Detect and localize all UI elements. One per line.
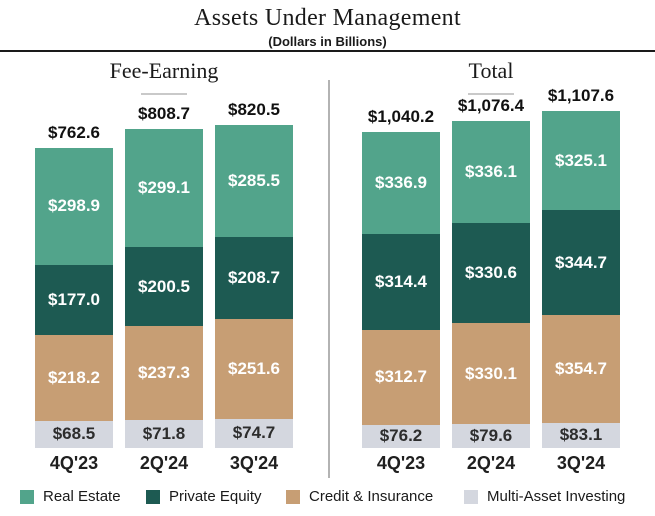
segment-value-label: $71.8 <box>142 423 186 443</box>
legend-swatch-icon <box>464 489 478 504</box>
legend-label: Private Equity <box>169 488 262 505</box>
segment-value-label: $298.9 <box>48 196 100 216</box>
category-label: 3Q'24 <box>556 453 606 473</box>
group-title-underline-1 <box>468 93 514 95</box>
segment-value-label: $218.2 <box>48 368 100 388</box>
stacked-bar-fee-earning-2Q24: $299.1 $200.5 $237.3 $71.8 <box>125 129 203 448</box>
group-title-1: Total <box>468 58 514 83</box>
bar-segment-credit-insurance: $330.1 <box>452 323 530 424</box>
legend-item-private-equity: Private Equity <box>146 488 262 505</box>
group-title-0: Fee-Earning <box>109 58 219 83</box>
legend-item-real-estate: Real Estate <box>20 488 121 505</box>
bar-segment-private-equity: $177.0 <box>35 265 113 336</box>
segment-value-label: $285.5 <box>228 170 280 190</box>
bar-total-label: $1,076.4 <box>457 95 525 115</box>
legend-label: Credit & Insurance <box>309 488 434 505</box>
category-label: 2Q'24 <box>466 453 516 473</box>
segment-value-label: $68.5 <box>52 424 96 444</box>
segment-value-label: $354.7 <box>555 358 607 378</box>
segment-value-label: $208.7 <box>228 268 280 288</box>
bar-segment-credit-insurance: $218.2 <box>35 335 113 421</box>
bar-segment-private-equity: $314.4 <box>362 234 440 330</box>
bar-segment-multi-asset-investing: $71.8 <box>125 419 203 448</box>
category-label: 4Q'23 <box>376 453 426 473</box>
segment-value-label: $237.3 <box>138 362 190 382</box>
category-label: 4Q'23 <box>49 453 99 473</box>
segment-value-label: $74.7 <box>232 423 276 443</box>
title-divider-rule <box>0 50 655 52</box>
bar-segment-credit-insurance: $354.7 <box>542 314 620 423</box>
stacked-bar-fee-earning-3Q24: $285.5 $208.7 $251.6 $74.7 <box>215 124 293 448</box>
legend-item-multi-asset-investing: Multi-Asset Investing <box>464 488 625 505</box>
category-label: 3Q'24 <box>229 453 279 473</box>
bar-segment-real-estate: $336.9 <box>362 131 440 235</box>
bar-segment-real-estate: $299.1 <box>125 129 203 248</box>
segment-value-label: $344.7 <box>555 252 607 272</box>
stacked-bar-total-3Q24: $325.1 $344.7 $354.7 $83.1 <box>542 111 620 448</box>
bar-segment-credit-insurance: $237.3 <box>125 326 203 420</box>
segment-value-label: $325.1 <box>555 150 607 170</box>
segment-value-label: $336.1 <box>465 161 517 181</box>
bar-segment-multi-asset-investing: $76.2 <box>362 424 440 448</box>
group-title-underline-0 <box>141 93 187 95</box>
segment-value-label: $200.5 <box>138 276 190 296</box>
legend-item-credit-insurance: Credit & Insurance <box>286 488 433 505</box>
bar-segment-multi-asset-investing: $68.5 <box>35 421 113 448</box>
stacked-bar-total-4Q23: $336.9 $314.4 $312.7 $76.2 <box>362 131 440 448</box>
stacked-bar-total-2Q24: $336.1 $330.6 $330.1 $79.6 <box>452 120 530 448</box>
bar-segment-credit-insurance: $312.7 <box>362 329 440 425</box>
bar-total-label: $762.6 <box>48 122 100 142</box>
segment-value-label: $79.6 <box>469 425 513 445</box>
legend-swatch-icon <box>20 489 34 504</box>
bar-segment-multi-asset-investing: $83.1 <box>542 422 620 448</box>
bar-segment-private-equity: $200.5 <box>125 247 203 327</box>
group-divider-line <box>328 80 330 478</box>
stacked-bar-fee-earning-4Q23: $298.9 $177.0 $218.2 $68.5 <box>35 147 113 448</box>
legend-label: Real Estate <box>43 488 121 505</box>
bar-segment-real-estate: $336.1 <box>452 120 530 223</box>
legend-label: Multi-Asset Investing <box>487 488 626 505</box>
segment-value-label: $314.4 <box>375 271 427 291</box>
bar-segment-real-estate: $298.9 <box>35 147 113 266</box>
bar-segment-credit-insurance: $251.6 <box>215 319 293 419</box>
segment-value-label: $76.2 <box>379 426 423 446</box>
bar-total-label: $808.7 <box>138 104 190 124</box>
segment-value-label: $177.0 <box>48 290 100 310</box>
chart-legend: Real Estate Private Equity Credit & Insura… <box>0 488 655 510</box>
segment-value-label: $330.1 <box>465 363 517 383</box>
category-label: 2Q'24 <box>139 453 189 473</box>
bar-segment-multi-asset-investing: $79.6 <box>452 423 530 448</box>
chart-title: Assets Under Management <box>194 5 461 31</box>
segment-value-label: $330.6 <box>465 263 517 283</box>
bar-total-label: $1,040.2 <box>367 106 435 126</box>
chart-subtitle: (Dollars in Billions) <box>268 34 387 49</box>
legend-swatch-icon <box>286 489 300 504</box>
legend-swatch-icon <box>146 489 160 504</box>
bar-segment-real-estate: $325.1 <box>542 111 620 211</box>
segment-value-label: $312.7 <box>375 367 427 387</box>
segment-value-label: $336.9 <box>375 172 427 192</box>
segment-value-label: $83.1 <box>559 425 603 445</box>
segment-value-label: $299.1 <box>138 178 190 198</box>
segment-value-label: $251.6 <box>228 358 280 378</box>
bar-total-label: $1,107.6 <box>547 86 615 106</box>
bar-segment-multi-asset-investing: $74.7 <box>215 418 293 448</box>
bar-segment-private-equity: $208.7 <box>215 237 293 320</box>
bar-segment-private-equity: $344.7 <box>542 210 620 315</box>
bar-segment-real-estate: $285.5 <box>215 124 293 238</box>
bar-segment-private-equity: $330.6 <box>452 222 530 324</box>
bar-total-label: $820.5 <box>228 99 280 119</box>
